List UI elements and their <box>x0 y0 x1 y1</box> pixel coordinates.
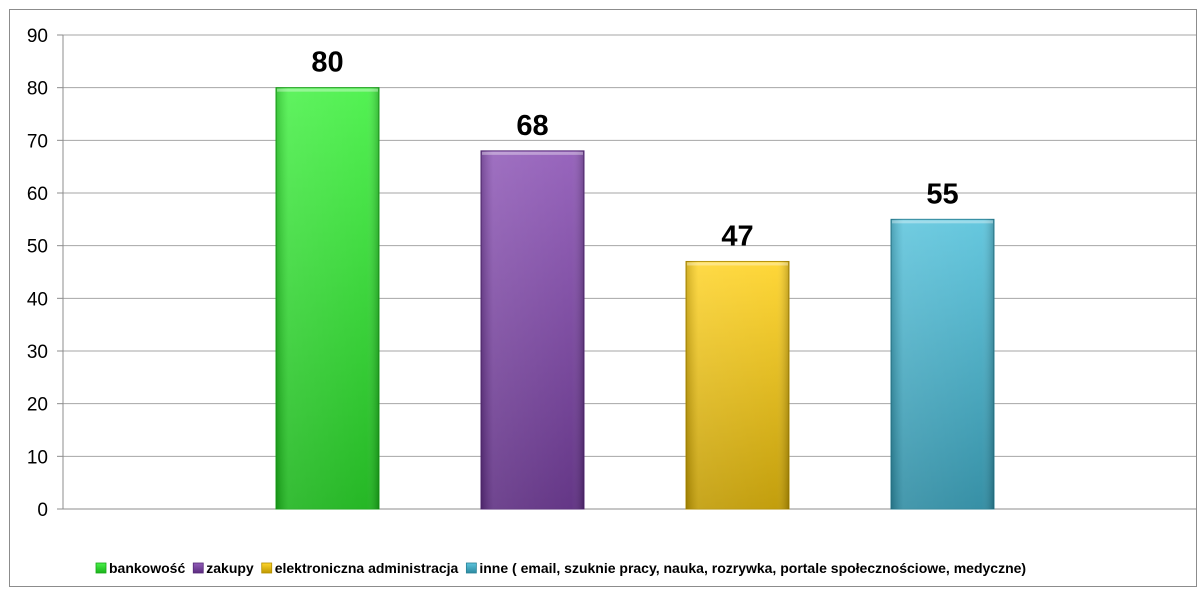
bar-highlight <box>892 220 993 224</box>
data-label: 47 <box>721 220 753 252</box>
bar-highlight <box>277 88 378 92</box>
bar-shading <box>276 87 379 510</box>
data-label: 55 <box>926 178 958 210</box>
legend-label: zakupy <box>206 560 254 576</box>
legend-swatch <box>95 562 107 574</box>
y-tick-label: 90 <box>27 26 48 47</box>
legend-label: bankowość <box>109 560 185 576</box>
legend-label: inne ( email, szuknie pracy, nauka, rozr… <box>479 560 1026 576</box>
data-label: 80 <box>311 47 343 79</box>
y-tick-label: 30 <box>27 342 48 363</box>
legend-swatch <box>261 562 273 574</box>
y-tick-label: 80 <box>27 79 48 100</box>
y-tick-label: 20 <box>27 395 48 416</box>
data-label: 68 <box>516 110 548 142</box>
bar-shading <box>686 261 789 509</box>
bar-shading <box>481 150 584 509</box>
bar-shading <box>891 219 994 510</box>
y-tick-label: 40 <box>27 289 48 310</box>
bar-highlight <box>687 262 788 266</box>
y-tick-label: 50 <box>27 237 48 258</box>
bar-highlight <box>482 151 583 155</box>
y-tick-label: 10 <box>27 447 48 468</box>
legend-swatch <box>192 562 204 574</box>
y-tick-label: 0 <box>37 500 48 521</box>
legend-swatch <box>465 562 477 574</box>
legend-label: elektroniczna administracja <box>275 560 459 576</box>
y-tick-label: 60 <box>27 184 48 205</box>
y-tick-label: 70 <box>27 131 48 152</box>
